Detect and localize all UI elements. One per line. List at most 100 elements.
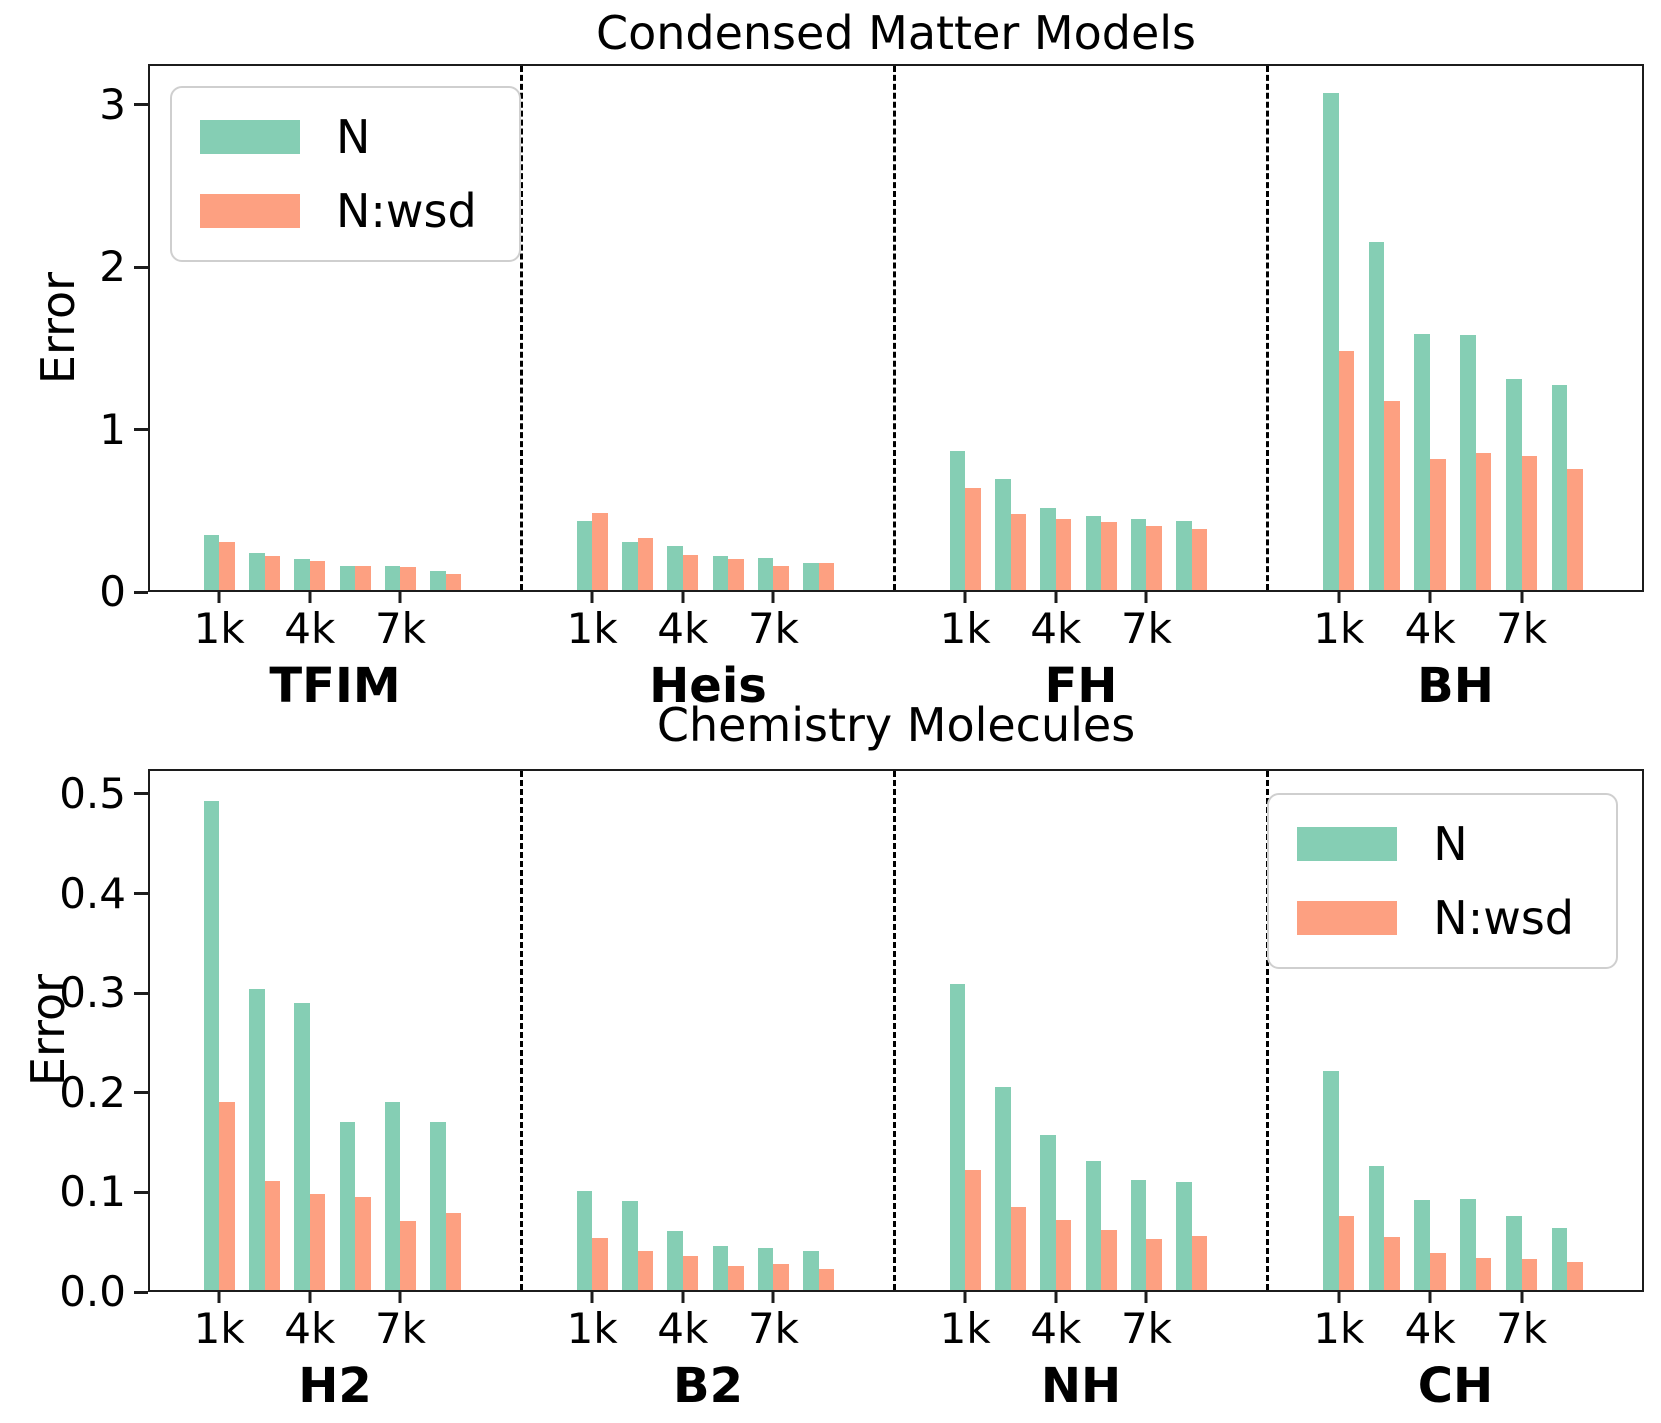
bar-ch-N-wsd-4 <box>1521 1259 1538 1290</box>
bar-ch-N-wsd-5 <box>1567 1262 1583 1290</box>
group-label-b2: B2 <box>673 1358 743 1414</box>
x-tick-mark <box>1520 1290 1524 1303</box>
legend-swatch <box>200 120 300 154</box>
y-tick-mark <box>134 265 148 269</box>
bar-tfim-N-5 <box>430 570 446 590</box>
bar-heis-N-wsd-2 <box>682 554 699 590</box>
x-tick-label: 4k <box>1030 1304 1082 1353</box>
section-h2: 1k 4k 7k H2 <box>150 771 523 1410</box>
bar-bh-N-0 <box>1323 93 1339 590</box>
bar-h2-N-1 <box>248 988 265 1290</box>
bar-nh-N-1 <box>994 1087 1011 1290</box>
x-tick-mark <box>1054 590 1058 603</box>
y-tick-label: 0.2 <box>59 1067 126 1117</box>
section-fh: 1k 4k 7k FH <box>896 66 1269 710</box>
legend: N N:wsd <box>170 86 521 262</box>
y-tick-mark <box>134 792 148 796</box>
top-plot-area: 0 1 2 3 1k 4k 7k TFIM 1k 4k 7k Heis 1k 4k 7k FH 1k 4k 7k BH… <box>99 64 1644 710</box>
x-tick-label: 4k <box>1404 604 1456 653</box>
y-tick-label: 1 <box>99 404 126 454</box>
x-tick-mark <box>590 590 594 603</box>
bar-b2-N-3 <box>712 1245 729 1290</box>
bar-fh-N-2 <box>1040 507 1056 590</box>
bar-h2-N-3 <box>339 1121 356 1290</box>
bar-fh-N-wsd-0 <box>965 488 981 590</box>
bar-tfim-N-wsd-1 <box>264 556 281 590</box>
x-tick-mark <box>1144 1290 1148 1303</box>
x-tick-mark <box>1337 590 1341 603</box>
bar-fh-N-wsd-4 <box>1146 525 1163 590</box>
bar-bh-N-3 <box>1460 335 1476 590</box>
bar-heis-N-2 <box>667 546 683 590</box>
x-tick-mark <box>681 1290 685 1303</box>
bar-ch-N-wsd-2 <box>1430 1253 1446 1290</box>
section-nh: 1k 4k 7k NH <box>896 771 1269 1410</box>
y-tick-mark <box>134 590 148 594</box>
bar-heis-N-1 <box>621 541 638 590</box>
bar-ch-N-wsd-1 <box>1384 1236 1401 1290</box>
x-tick-label: 7k <box>1495 1304 1548 1353</box>
x-tick-label: 4k <box>1404 1304 1456 1353</box>
legend-label: N:wsd <box>1433 891 1574 945</box>
bar-b2-N-1 <box>621 1201 638 1290</box>
x-tick-label: 7k <box>747 604 800 653</box>
y-tick-label: 0 <box>99 567 126 616</box>
bar-tfim-N-wsd-4 <box>400 567 417 590</box>
bar-h2-N-wsd-2 <box>309 1194 326 1290</box>
bar-heis-N-wsd-3 <box>728 559 744 590</box>
bar-tfim-N-1 <box>248 552 265 590</box>
bar-b2-N-wsd-1 <box>637 1251 654 1290</box>
section-heis: 1k 4k 7k Heis <box>523 66 896 710</box>
bar-nh-N-2 <box>1040 1134 1056 1290</box>
x-tick-label: 1k <box>1313 1304 1365 1353</box>
bar-ch-N-4 <box>1505 1215 1522 1290</box>
bar-fh-N-wsd-3 <box>1101 522 1117 590</box>
bar-nh-N-wsd-5 <box>1191 1235 1208 1290</box>
bar-tfim-N-4 <box>384 565 401 590</box>
section-b2: 1k 4k 7k B2 <box>523 771 896 1410</box>
x-tick-label: 7k <box>374 604 427 653</box>
x-tick-label: 7k <box>747 1304 800 1353</box>
bar-h2-N-5 <box>430 1121 446 1290</box>
legend-item: N:wsd <box>1297 895 1574 941</box>
bar-bh-N-1 <box>1368 241 1385 590</box>
x-tick-label: 1k <box>193 1304 245 1353</box>
bar-heis-N-wsd-0 <box>592 512 608 590</box>
bar-bh-N-wsd-2 <box>1430 459 1446 590</box>
bar-tfim-N-wsd-0 <box>219 541 235 590</box>
y-tick-label: 0.5 <box>59 768 126 818</box>
bar-h2-N-2 <box>294 1003 310 1290</box>
x-tick-mark <box>771 1290 775 1303</box>
legend-swatch <box>200 194 300 228</box>
x-tick-mark <box>217 1290 221 1303</box>
x-tick-label: 1k <box>939 604 991 653</box>
bar-b2-N-wsd-3 <box>728 1266 744 1290</box>
x-tick-label: 7k <box>1120 604 1173 653</box>
x-tick-label: 1k <box>1313 604 1365 653</box>
bar-bh-N-5 <box>1551 385 1568 590</box>
y-tick-label: 2 <box>99 242 126 292</box>
bar-fh-N-5 <box>1176 520 1192 590</box>
bar-heis-N-5 <box>803 562 819 590</box>
bar-fh-N-wsd-2 <box>1055 519 1072 590</box>
y-tick-mark <box>134 892 148 896</box>
bar-nh-N-4 <box>1130 1180 1147 1290</box>
bar-ch-N-2 <box>1414 1200 1431 1290</box>
top-chart-y-axis-label: Error <box>31 271 85 385</box>
x-tick-label: 1k <box>939 1304 991 1353</box>
bar-bh-N-wsd-3 <box>1475 452 1492 590</box>
bar-ch-N-0 <box>1323 1070 1339 1290</box>
bar-heis-N-wsd-1 <box>637 538 654 590</box>
bar-nh-N-0 <box>949 983 966 1290</box>
x-tick-label: 7k <box>1120 1304 1173 1353</box>
y-tick-mark <box>134 1290 148 1294</box>
x-tick-label: 4k <box>284 604 336 653</box>
bar-b2-N-wsd-4 <box>773 1264 790 1290</box>
section-ch: 1k 4k 7k CH <box>1269 771 1642 1410</box>
y-tick-label: 3 <box>99 79 126 129</box>
bar-h2-N-4 <box>384 1102 401 1290</box>
legend: N N:wsd <box>1267 793 1618 969</box>
y-tick-mark <box>134 991 148 995</box>
x-tick-mark <box>1428 590 1432 603</box>
bar-bh-N-4 <box>1505 378 1522 590</box>
